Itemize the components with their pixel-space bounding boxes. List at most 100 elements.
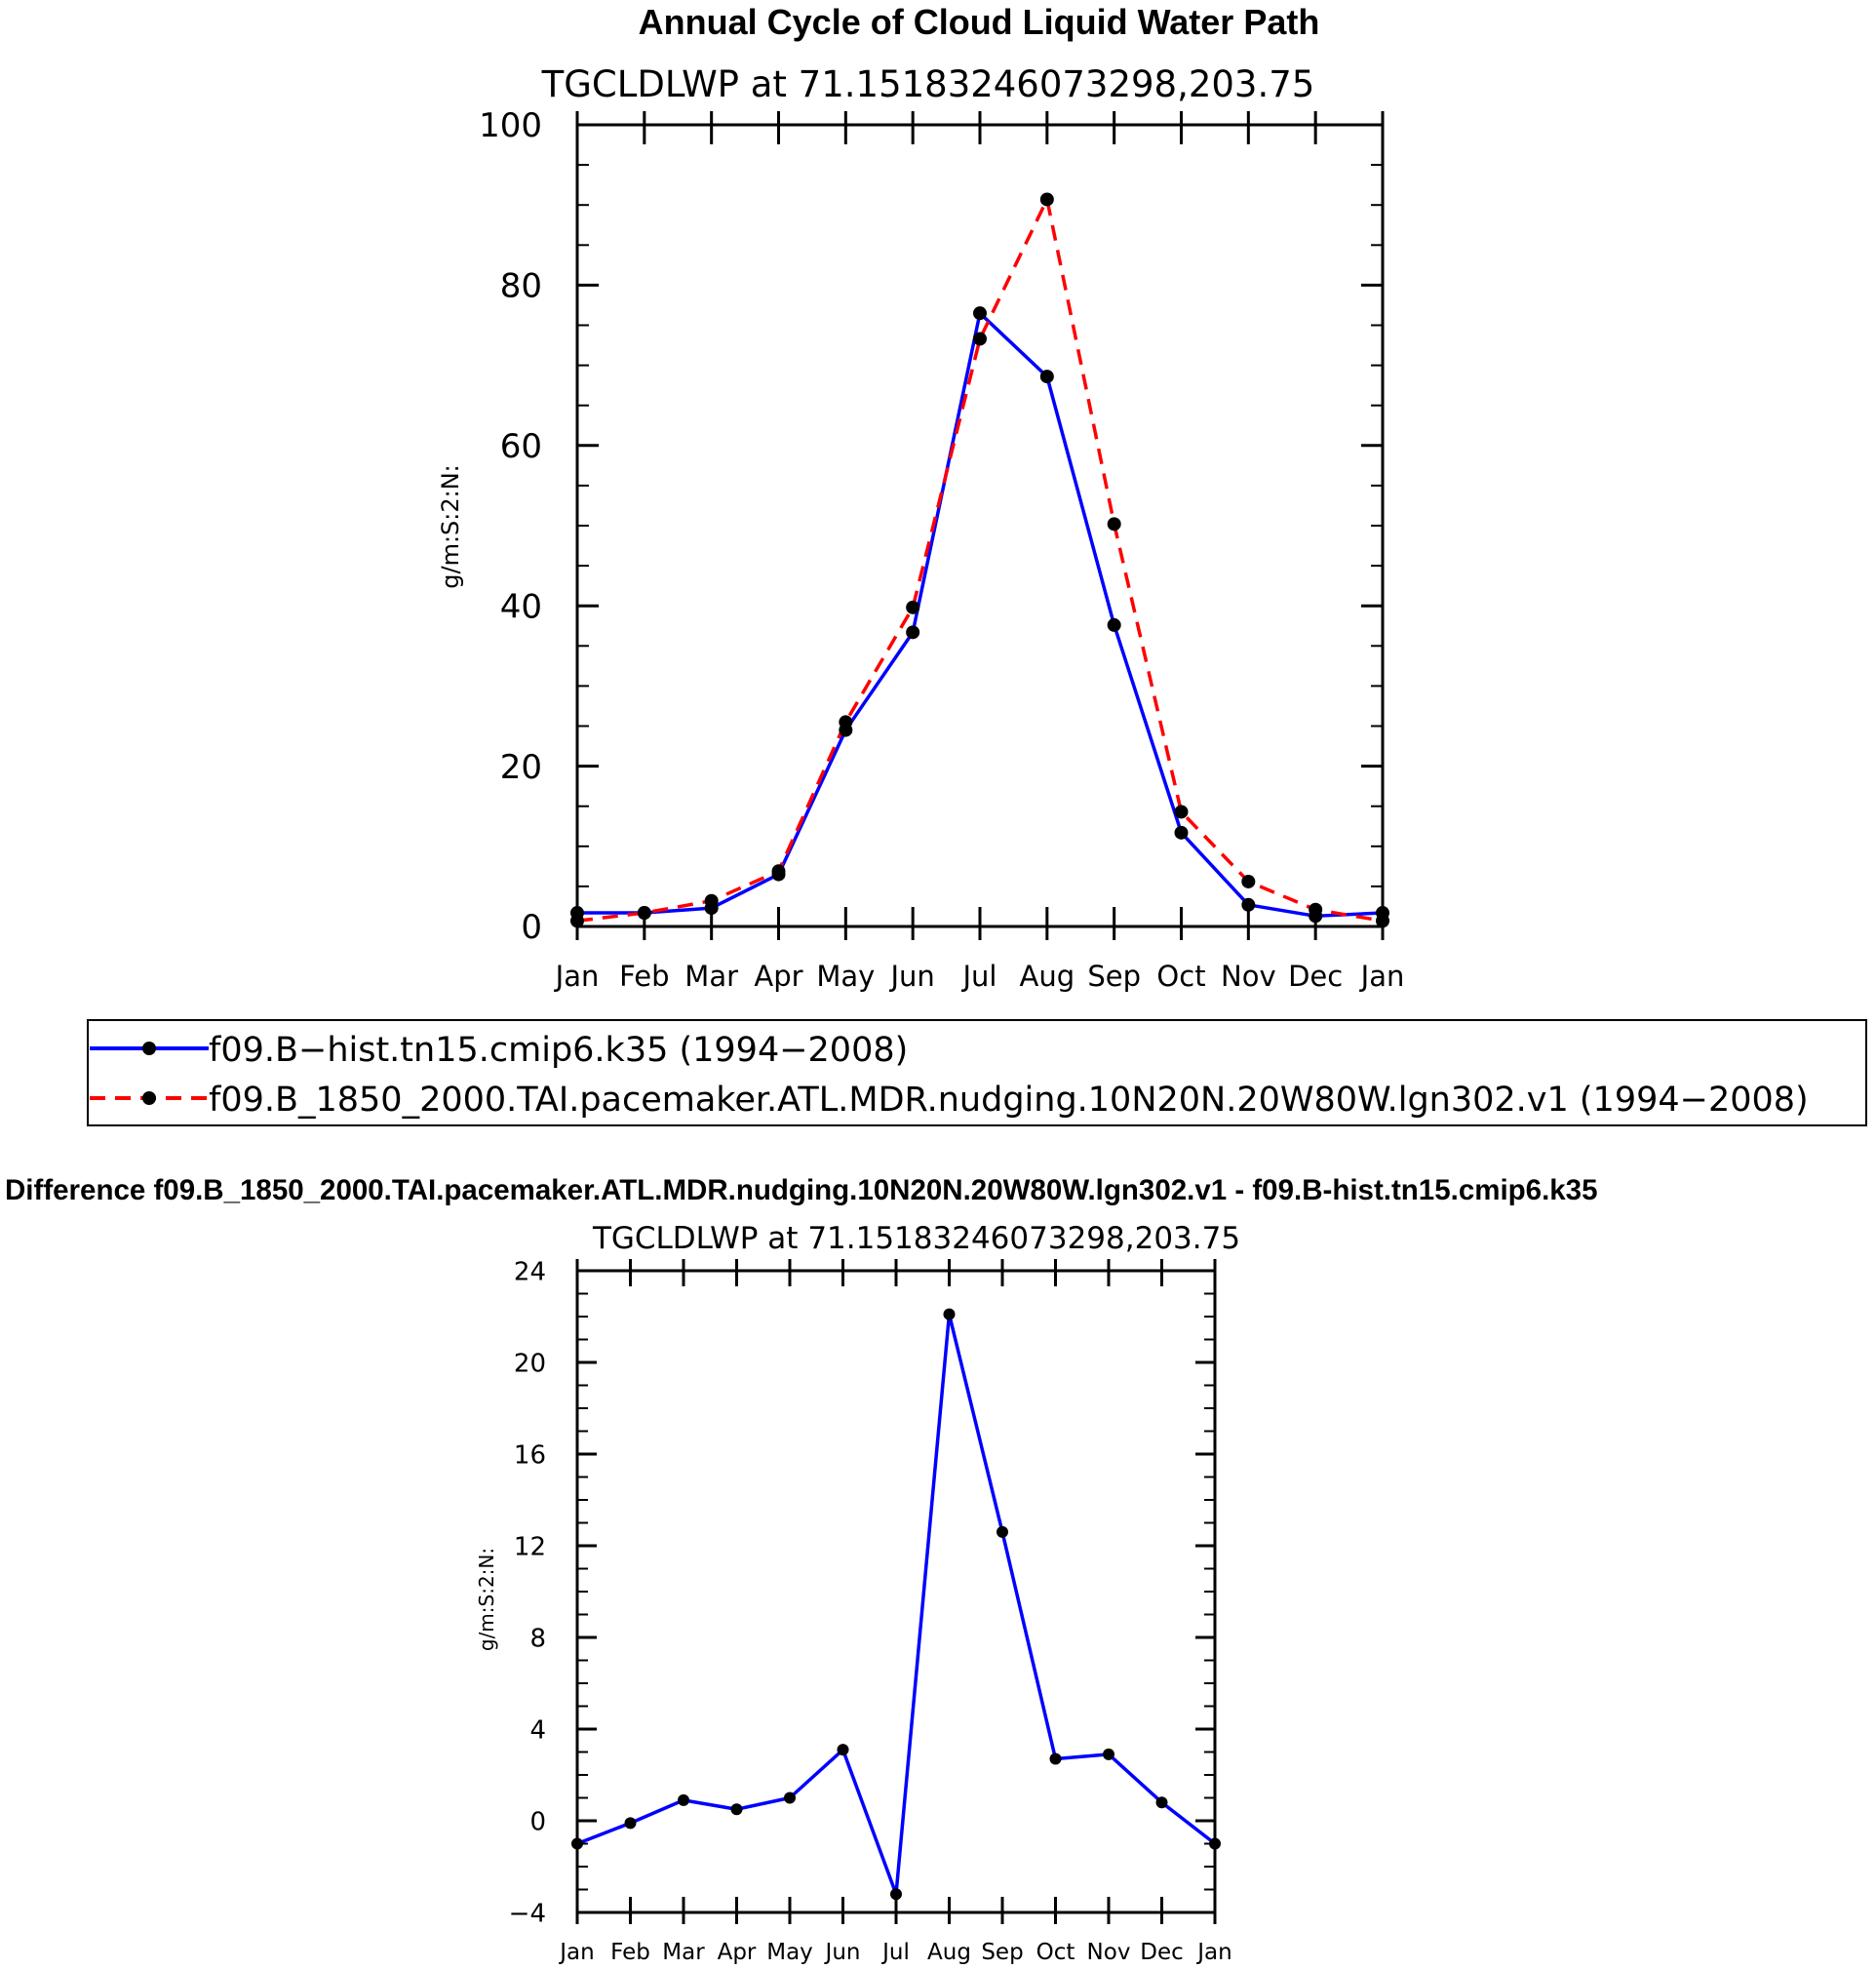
top-series-line-0 [577,311,1384,919]
top-xtick-label-6: Jul [961,960,997,993]
top-y-ticks: 0 20 40 60 80 100 [479,106,1383,947]
top-series-1-point-0 [570,914,584,928]
bottom-y-ticks: −4 0 4 8 12 16 20 24 [509,1257,1215,1928]
top-series-1-point-8 [1107,517,1121,532]
top-series-1-point-4 [839,715,853,729]
bot-xtick-label-9: Oct [1036,1940,1075,1965]
bot-ytick-label-7: 24 [514,1257,546,1286]
bot-series-0-point-10 [1103,1748,1114,1760]
top-ytick-label-0: 0 [521,908,542,947]
bottom-series-markers [571,1308,1221,1901]
top-series-1-point-1 [637,906,651,921]
bot-xtick-label-3: Apr [718,1940,757,1965]
top-xtick-label-9: Oct [1156,960,1205,993]
bottom-plot-frame [575,1269,1217,1914]
top-series-1-point-3 [771,864,786,879]
legend: f09.B−hist.tn15.cmip6.k35 (1994−2008) f0… [87,1019,1867,1126]
annual-cycle-chart: Annual Cycle of Cloud Liquid Water Path … [87,2,1867,1126]
top-series-1-point-5 [906,600,920,614]
bot-xtick-label-5: Jun [824,1940,861,1965]
bot-ytick-label-0: −4 [509,1899,546,1928]
bottom-x-ticks: Jan Feb Mar Apr May Jun Jul Aug Sep Oct Nov Dec Jan [558,1259,1232,1965]
bot-ytick-label-4: 12 [514,1532,546,1561]
bot-xtick-label-11: Dec [1140,1940,1184,1965]
bot-series-0-point-6 [890,1888,902,1901]
top-xtick-label-11: Dec [1288,960,1343,993]
top-x-ticks: Jan Feb Mar Apr May Jun Jul Aug Sep Oct Nov Dec Jan [554,111,1405,993]
bot-xtick-label-7: Aug [927,1940,971,1965]
top-chart-ylabel: g/m:S:2:N: [437,464,464,589]
bot-ytick-label-1: 0 [529,1807,546,1836]
top-series-0-point-5 [906,625,920,640]
bot-ytick-label-2: 4 [529,1715,546,1745]
top-series-1-point-7 [1039,192,1054,207]
bot-xtick-label-1: Feb [610,1940,650,1965]
legend-marker-pacemaker [142,1091,156,1105]
bot-series-0-point-11 [1155,1796,1168,1809]
top-xtick-label-12: Jan [1359,960,1405,993]
bot-series-0-point-2 [678,1793,689,1806]
top-series-1-point-12 [1376,914,1389,928]
bot-ytick-label-3: 8 [529,1624,546,1653]
top-ytick-label-3: 60 [500,427,542,466]
bot-series-0-point-0 [571,1837,583,1850]
bot-series-0-point-5 [837,1744,849,1756]
top-xtick-label-8: Sep [1087,960,1141,993]
bot-xtick-label-12: Jan [1195,1940,1231,1965]
legend-box [87,1019,1867,1126]
bot-series-0-point-4 [784,1792,796,1804]
top-series-1-point-11 [1309,902,1323,917]
bot-ytick-label-5: 16 [514,1440,546,1470]
bot-xtick-label-4: May [766,1940,813,1965]
bot-series-0-point-3 [730,1803,743,1816]
top-ytick-label-5: 100 [479,106,542,145]
bot-xtick-label-6: Jul [880,1940,910,1965]
legend-entry-hist: f09.B−hist.tn15.cmip6.k35 (1994−2008) [90,1031,908,1070]
top-xtick-label-2: Mar [684,960,738,993]
bot-series-0-point-12 [1209,1837,1221,1850]
top-xtick-label-10: Nov [1221,960,1276,993]
top-ytick-label-2: 40 [500,587,542,626]
top-plot-area: 0 20 40 60 80 100 Jan Feb Mar Apr May Jun Jul Aug Sep… [479,106,1404,993]
bottom-chart-title: Difference f09.B_1850_2000.TAI.pacemaker… [5,1174,1598,1206]
difference-chart: Difference f09.B_1850_2000.TAI.pacemaker… [5,1174,1598,1965]
top-xtick-label-3: Apr [754,960,802,993]
bottom-chart-subtitle: TGCLDLWP at 71.15183246073298,203.75 [592,1221,1240,1256]
legend-label-hist: f09.B−hist.tn15.cmip6.k35 (1994−2008) [209,1031,908,1070]
bottom-series-lines [576,1312,1217,1896]
bot-series-0-point-7 [943,1308,956,1320]
top-series-1-point-2 [704,893,719,908]
bot-series-0-point-9 [1049,1752,1062,1765]
top-plot-frame [575,123,1385,928]
bot-xtick-label-8: Sep [981,1940,1023,1965]
legend-label-pacemaker: f09.B_1850_2000.TAI.pacemaker.ATL.MDR.nu… [209,1081,1809,1120]
top-chart-title: Annual Cycle of Cloud Liquid Water Path [639,2,1320,42]
legend-entry-pacemaker: f09.B_1850_2000.TAI.pacemaker.ATL.MDR.nu… [90,1081,1809,1120]
bot-ytick-label-6: 20 [514,1349,546,1378]
top-chart-subtitle: TGCLDLWP at 71.15183246073298,203.75 [541,63,1315,105]
top-xtick-label-1: Feb [619,960,669,993]
top-series-0-point-7 [1039,370,1054,384]
top-series-1-point-6 [973,332,987,346]
top-xtick-label-7: Aug [1020,960,1075,993]
bottom-plot-area: −4 0 4 8 12 16 20 24 Jan Feb Mar Apr May Jun Jul Aug Se… [509,1257,1232,1965]
bot-series-0-point-8 [997,1525,1008,1538]
top-xtick-label-0: Jan [554,960,600,993]
top-xtick-label-5: Jun [889,960,935,993]
top-series-1-point-10 [1241,874,1256,888]
top-series-1-point-9 [1174,805,1189,819]
bot-xtick-label-0: Jan [558,1940,594,1965]
bot-series-line-0 [576,1312,1217,1896]
top-series-0-point-9 [1174,825,1189,840]
top-series-markers [570,192,1389,928]
legend-marker-hist [142,1042,156,1055]
bot-xtick-label-10: Nov [1087,1940,1131,1965]
top-xtick-label-4: May [816,960,875,993]
bot-xtick-label-2: Mar [662,1940,705,1965]
bot-series-0-point-1 [624,1817,637,1830]
top-series-0-point-6 [973,306,987,321]
top-series-0-point-10 [1241,897,1256,912]
top-ytick-label-1: 20 [500,748,542,787]
top-ytick-label-4: 80 [500,267,542,306]
